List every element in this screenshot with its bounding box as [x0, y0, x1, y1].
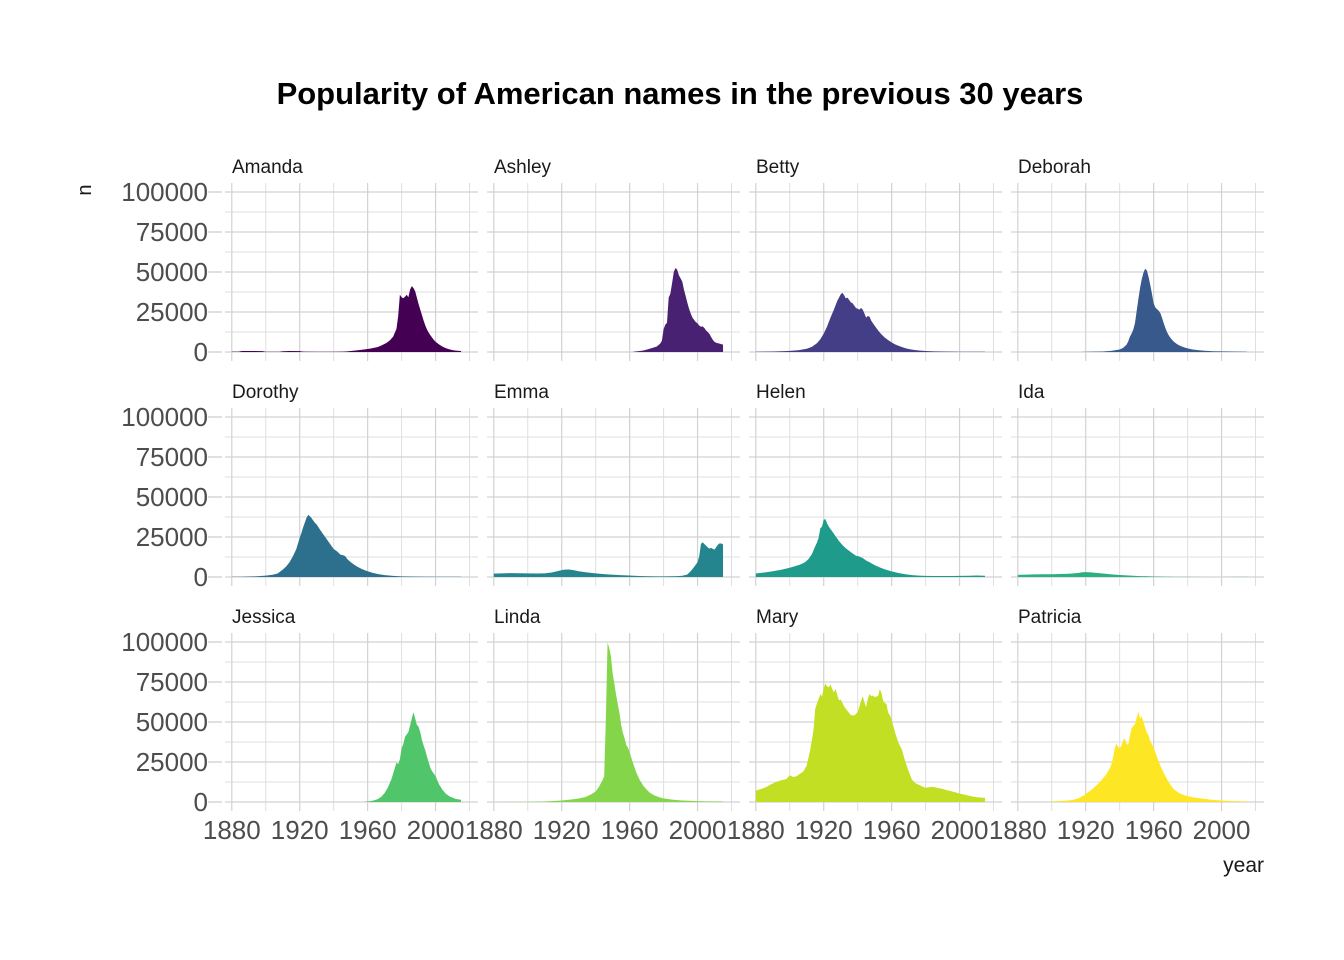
x-tick-label: 1920: [270, 815, 329, 845]
facet-panel-dorothy: [208, 408, 478, 586]
facet-panel-amanda: [208, 183, 478, 361]
facet-panel-betty: [749, 183, 1002, 361]
x-tick-label: 1880: [202, 815, 261, 845]
area-ashley: [633, 268, 724, 352]
facet-strip-linda: Linda: [494, 607, 541, 628]
facet-strip-patricia: Patricia: [1018, 607, 1082, 628]
x-tick-label: 1920: [1056, 815, 1115, 845]
facet-panel-patricia: [1011, 633, 1264, 811]
facet-strip-helen: Helen: [756, 382, 806, 403]
x-tick-label: 2000: [668, 815, 727, 845]
facet-panel-linda: [487, 633, 740, 811]
area-linda: [493, 642, 724, 802]
area-deborah: [1082, 268, 1248, 352]
facet-panel-mary: [749, 633, 1002, 811]
x-tick-label: 1960: [600, 815, 659, 845]
y-tick-label: 100000: [121, 402, 208, 432]
x-tick-label: 1880: [988, 815, 1047, 845]
x-tick-label: 1920: [532, 815, 591, 845]
x-tick-label: 1960: [862, 815, 921, 845]
x-tick-label: 2000: [930, 815, 989, 845]
y-tick-label: 50000: [135, 707, 208, 737]
chart-title: Popularity of American names in the prev…: [276, 76, 1084, 111]
area-betty: [755, 292, 986, 352]
x-tick-label: 1880: [464, 815, 523, 845]
area-helen: [755, 519, 986, 577]
y-tick-label: 75000: [135, 442, 208, 472]
y-tick-label: 0: [193, 787, 208, 817]
facet-strip-deborah: Deborah: [1018, 157, 1091, 178]
facet-strip-dorothy: Dorothy: [232, 382, 299, 403]
facet-strip-ida: Ida: [1018, 382, 1045, 403]
y-tick-label: 75000: [135, 667, 208, 697]
facet-strip-betty: Betty: [756, 157, 800, 178]
area-amanda: [231, 286, 462, 352]
area-patricia: [1051, 711, 1248, 802]
y-tick-label: 25000: [135, 747, 208, 777]
area-jessica: [364, 712, 462, 802]
y-tick-label: 25000: [135, 297, 208, 327]
facet-strip-ashley: Ashley: [494, 157, 552, 178]
facet-panel-deborah: [1011, 183, 1264, 361]
area-ida: [1017, 572, 1248, 577]
facet-panel-helen: [749, 408, 1002, 586]
area-emma: [493, 542, 724, 577]
facet-strip-emma: Emma: [494, 382, 549, 403]
x-tick-label: 1920: [794, 815, 853, 845]
facet-strip-amanda: Amanda: [232, 157, 303, 178]
y-tick-label: 0: [193, 337, 208, 367]
y-tick-label: 100000: [121, 177, 208, 207]
facet-strip-jessica: Jessica: [232, 607, 296, 628]
y-tick-label: 25000: [135, 522, 208, 552]
y-tick-label: 100000: [121, 627, 208, 657]
x-axis-title: year: [1223, 854, 1264, 877]
area-dorothy: [231, 514, 462, 577]
facet-panel-ida: [1011, 408, 1264, 586]
facet-panel-ashley: [487, 183, 740, 361]
y-tick-label: 50000: [135, 257, 208, 287]
area-mary: [755, 683, 986, 802]
x-tick-label: 1960: [1124, 815, 1183, 845]
x-tick-label: 1880: [726, 815, 785, 845]
facet-panel-emma: [487, 408, 740, 586]
x-tick-label: 1960: [338, 815, 397, 845]
facet-panel-jessica: [208, 633, 478, 811]
x-tick-label: 2000: [1192, 815, 1251, 845]
x-tick-label: 2000: [406, 815, 465, 845]
y-tick-label: 75000: [135, 217, 208, 247]
facet-strip-mary: Mary: [756, 607, 799, 628]
y-tick-label: 50000: [135, 482, 208, 512]
y-tick-label: 0: [193, 562, 208, 592]
